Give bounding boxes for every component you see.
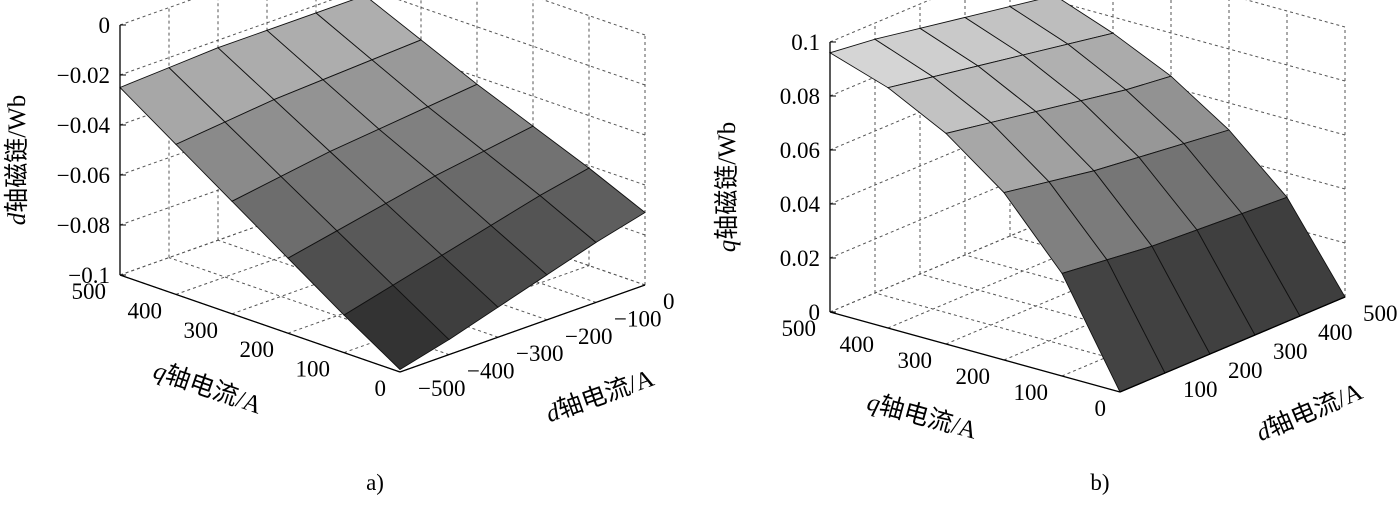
y-axis-label: q轴电流/A xyxy=(864,388,980,445)
y-tick-label: 100 xyxy=(296,357,331,382)
y-tick-label: 500 xyxy=(782,316,817,341)
y-tick-label: 300 xyxy=(184,318,219,343)
x-tick-label: 400 xyxy=(1318,320,1353,345)
z-axis-label: q轴磁链/Wb xyxy=(713,122,741,253)
x-tick-label: 200 xyxy=(1228,358,1263,383)
z-tick-label: 0 xyxy=(99,13,111,38)
y-axis-label: q轴电流/A xyxy=(150,356,265,419)
x-tick-label: −200 xyxy=(565,324,612,349)
z-axis-label: d轴磁链/Wb xyxy=(3,95,31,226)
axes: 0 −0.02 −0.04 −0.06 −0.08 −0.1 0 100 200 300 400 50… xyxy=(57,13,675,401)
z-tick-label: −0.06 xyxy=(57,163,110,188)
x-axis xyxy=(1119,296,1346,393)
z-tick-label: 0.08 xyxy=(780,84,820,109)
y-tick-label: 100 xyxy=(1014,380,1049,405)
panel-caption: b) xyxy=(1090,470,1109,495)
x-tick-label: −300 xyxy=(516,341,563,366)
z-tick-label: 0 xyxy=(809,300,821,325)
x-axis-label: d轴电流/A xyxy=(542,364,657,428)
x-tick-label: 0 xyxy=(663,289,675,314)
x-tick-label: 500 xyxy=(1363,301,1397,326)
y-axis xyxy=(119,274,401,373)
y-tick-label: 400 xyxy=(840,332,875,357)
panel-caption: a) xyxy=(366,470,384,495)
y-tick-label: 200 xyxy=(956,364,991,389)
y-tick-label: 500 xyxy=(72,279,107,304)
x-axis xyxy=(399,284,646,373)
axes: 0 0.02 0.04 0.06 0.08 0.1 0 100 200 300 400 500 100 2… xyxy=(780,30,1397,421)
x-axis-label: d轴电流/A xyxy=(1252,377,1367,447)
z-tick-label: −0.02 xyxy=(57,63,110,88)
y-tick-label: 400 xyxy=(128,298,163,323)
x-tick-label: −400 xyxy=(467,359,514,384)
z-tick-label: 0.06 xyxy=(780,138,820,163)
panel-b: 0 0.02 0.04 0.06 0.08 0.1 0 100 200 300 400 500 100 2… xyxy=(713,0,1397,495)
panel-a: 0 −0.02 −0.04 −0.06 −0.08 −0.1 0 100 200 300 400 50… xyxy=(3,0,675,495)
z-tick-label: 0.02 xyxy=(780,246,820,271)
z-tick-label: 0.1 xyxy=(791,30,820,55)
z-tick-label: −0.04 xyxy=(57,113,111,138)
x-tick-label: 300 xyxy=(1273,339,1308,364)
y-tick-label: 0 xyxy=(1095,396,1107,421)
x-tick-label: −100 xyxy=(614,306,661,331)
y-tick-label: 300 xyxy=(898,348,933,373)
y-tick-label: 0 xyxy=(375,376,387,401)
z-tick-label: −0.1 xyxy=(68,263,110,288)
y-axis xyxy=(829,311,1121,393)
surface xyxy=(828,0,1346,393)
x-tick-label: 100 xyxy=(1183,377,1218,402)
z-tick-label: −0.08 xyxy=(57,213,110,238)
z-tick-label: 0.04 xyxy=(780,192,821,217)
surface-patch xyxy=(539,167,646,243)
x-tick-label: −500 xyxy=(418,376,465,401)
surface xyxy=(119,0,646,371)
y-tick-label: 200 xyxy=(240,337,275,362)
